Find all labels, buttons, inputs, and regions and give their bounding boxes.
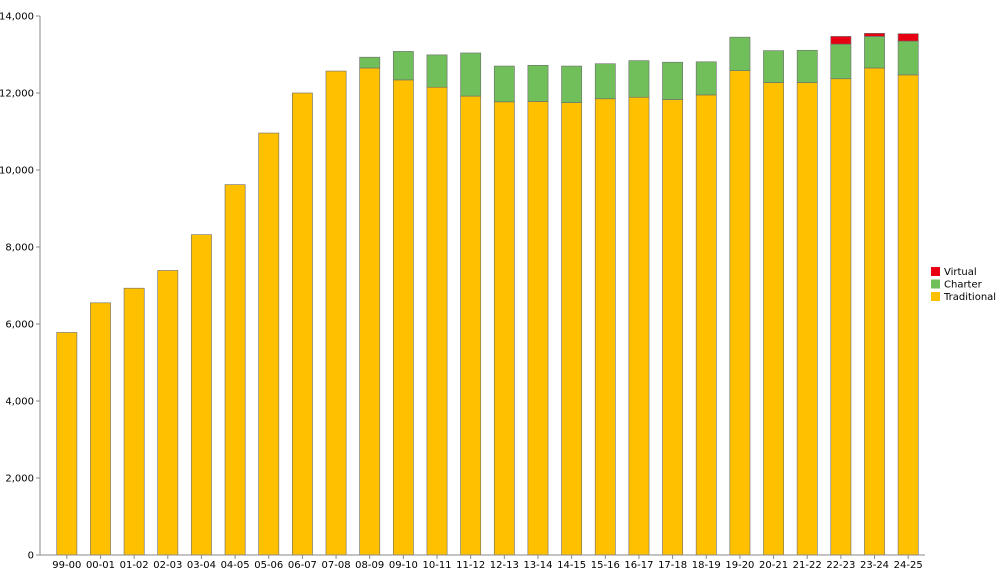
bar-traditional-13-14 xyxy=(527,101,549,556)
bar-charter-24-25 xyxy=(897,40,919,76)
bar-charter-20-21 xyxy=(763,50,784,83)
y-tick-label: 6,000 xyxy=(5,320,34,331)
x-tick-label: 02-03 xyxy=(153,560,182,571)
bar-traditional-17-18 xyxy=(662,99,683,556)
x-tick-label: 22-23 xyxy=(826,560,855,571)
bar-charter-12-13 xyxy=(493,65,515,103)
bars-group xyxy=(56,33,919,556)
bar-traditional-16-17 xyxy=(628,96,650,556)
y-tick-label: 12,000 xyxy=(0,89,34,100)
x-tick-label: 24-25 xyxy=(894,560,923,571)
y-tick-label: 14,000 xyxy=(0,12,34,23)
bar-charter-15-16 xyxy=(594,63,616,100)
bar-traditional-08-09 xyxy=(359,67,381,556)
bar-traditional-14-15 xyxy=(561,102,583,556)
bar-charter-22-23 xyxy=(830,43,852,80)
bar-traditional-12-13 xyxy=(493,101,515,556)
bar-traditional-00-01 xyxy=(90,302,111,556)
x-tick-label: 07-08 xyxy=(322,560,351,571)
x-tick-label: 20-21 xyxy=(759,560,788,571)
bar-traditional-23-24 xyxy=(864,67,885,556)
bar-traditional-09-10 xyxy=(392,79,414,556)
bar-traditional-06-07 xyxy=(292,92,313,556)
bar-charter-19-20 xyxy=(729,36,751,71)
x-tick-label: 23-24 xyxy=(860,560,889,571)
x-tick-label: 15-16 xyxy=(591,560,620,571)
x-tick-label: 17-18 xyxy=(658,560,687,571)
bar-charter-18-19 xyxy=(695,61,717,96)
bar-traditional-11-12 xyxy=(460,95,482,556)
bar-charter-10-11 xyxy=(426,54,448,88)
x-tick-label: 99-00 xyxy=(52,560,81,571)
x-tick-label: 09-10 xyxy=(389,560,418,571)
x-tick-label: 19-20 xyxy=(725,560,754,571)
x-tick-label: 04-05 xyxy=(221,560,250,571)
x-tick-label: 03-04 xyxy=(187,560,216,571)
y-tick-label: 8,000 xyxy=(5,243,34,254)
bar-traditional-03-04 xyxy=(191,234,212,556)
x-tick-label: 12-13 xyxy=(490,560,519,571)
bar-traditional-02-03 xyxy=(157,270,179,556)
legend-swatch-virtual xyxy=(931,267,940,276)
bar-traditional-21-22 xyxy=(796,82,818,556)
y-tick-label: 0 xyxy=(28,551,34,562)
bar-traditional-18-19 xyxy=(695,94,717,556)
bar-traditional-99-00 xyxy=(56,332,78,556)
bar-charter-17-18 xyxy=(662,61,683,100)
x-tick-label: 11-12 xyxy=(456,560,485,571)
bar-traditional-01-02 xyxy=(123,287,145,556)
bar-traditional-19-20 xyxy=(729,70,751,556)
x-tick-label: 10-11 xyxy=(422,560,451,571)
bar-traditional-07-08 xyxy=(325,70,347,556)
bar-virtual-22-23 xyxy=(830,36,852,45)
y-tick-label: 10,000 xyxy=(0,166,34,177)
legend-swatch-traditional xyxy=(931,292,940,301)
bar-charter-16-17 xyxy=(628,60,650,98)
y-tick-label: 4,000 xyxy=(5,397,34,408)
bar-traditional-05-06 xyxy=(258,132,280,556)
legend-label-charter: Charter xyxy=(944,280,983,291)
bar-charter-11-12 xyxy=(460,52,482,97)
bar-traditional-22-23 xyxy=(830,78,852,556)
bar-virtual-23-24 xyxy=(864,33,885,37)
bar-traditional-15-16 xyxy=(594,98,616,556)
bar-charter-14-15 xyxy=(561,65,583,103)
x-tick-label: 05-06 xyxy=(254,560,283,571)
x-tick-label: 00-01 xyxy=(86,560,115,571)
bar-traditional-24-25 xyxy=(897,74,919,556)
x-tick-label: 14-15 xyxy=(557,560,586,571)
bar-charter-09-10 xyxy=(392,51,414,81)
x-tick-label: 18-19 xyxy=(692,560,721,571)
y-tick-label: 2,000 xyxy=(5,474,34,485)
bar-charter-13-14 xyxy=(527,64,549,102)
x-tick-label: 16-17 xyxy=(624,560,653,571)
x-tick-label: 01-02 xyxy=(120,560,149,571)
legend-swatch-charter xyxy=(931,279,940,289)
x-tick-label: 08-09 xyxy=(355,560,384,571)
bar-virtual-24-25 xyxy=(897,33,919,42)
bar-charter-21-22 xyxy=(796,49,818,83)
bar-charter-08-09 xyxy=(359,56,381,69)
legend-label-traditional: Traditional xyxy=(943,292,996,303)
legend-label-virtual: Virtual xyxy=(944,267,977,278)
bar-traditional-04-05 xyxy=(224,184,246,556)
bar-charter-23-24 xyxy=(864,36,885,69)
bar-traditional-10-11 xyxy=(426,86,448,556)
x-axis-ticks: 99-00 00-01 01-02 02-03 03-04 04-05 05-06 06-07… xyxy=(52,555,923,571)
y-axis-ticks: 0 2,000 4,000 6,000 8,000 10,000 12,000 14,000 xyxy=(0,12,40,562)
x-tick-label: 06-07 xyxy=(288,560,317,571)
bar-traditional-20-21 xyxy=(763,82,784,556)
x-tick-label: 21-22 xyxy=(793,560,822,571)
x-tick-label: 13-14 xyxy=(523,560,552,571)
